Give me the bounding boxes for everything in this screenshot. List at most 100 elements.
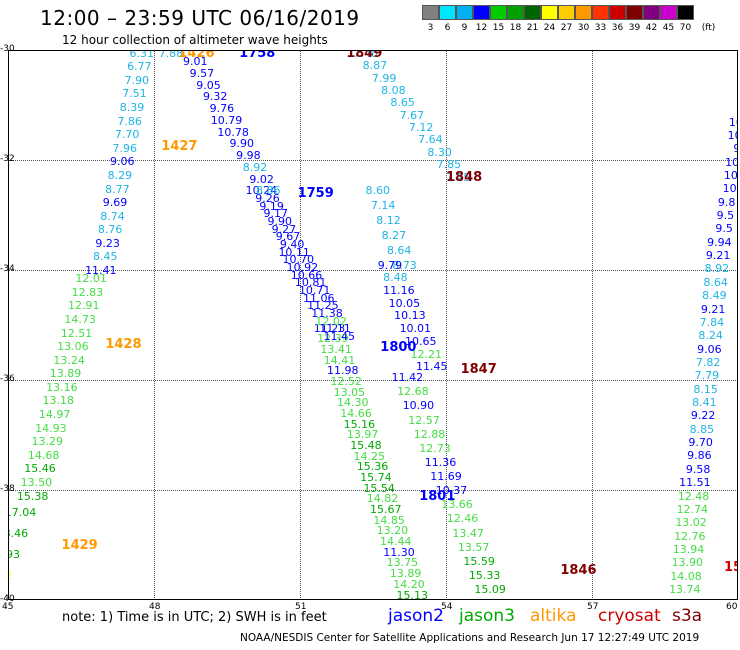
color-scale-label: 42 xyxy=(645,23,658,33)
wave-height-obs: 13.66 xyxy=(441,498,473,512)
wave-height-obs: 12.57 xyxy=(408,413,440,427)
wave-height-obs: 13.41 xyxy=(320,343,352,357)
wave-height-obs: 9.27 xyxy=(271,222,297,236)
wave-height-obs: 9.86 xyxy=(687,449,712,463)
color-swatch xyxy=(558,5,575,20)
pass-time-label: 1846 xyxy=(560,562,597,578)
wave-height-obs: 9.8 xyxy=(717,195,736,209)
wave-height-obs: 9.32 xyxy=(202,90,228,104)
longitude-tick-label: 51 xyxy=(295,602,307,612)
wave-height-obs: 18.93 xyxy=(8,548,21,562)
longitude-tick-label: 54 xyxy=(441,602,453,612)
wave-height-obs: 9.5 xyxy=(716,209,735,222)
wave-height-obs: 9.69 xyxy=(102,196,128,210)
wave-height-obs: 10 xyxy=(728,115,738,129)
wave-height-obs: 7.86 xyxy=(117,114,142,128)
wave-height-obs: 13.18 xyxy=(42,394,74,408)
wave-height-obs: 11.45 xyxy=(323,330,356,343)
legend-note: note: 1) Time is in UTC; 2) SWH is in fe… xyxy=(62,610,327,625)
pass-time-label: 1801 xyxy=(419,488,456,504)
wave-height-obs: 9.57 xyxy=(189,66,215,80)
wave-height-obs: 14.08 xyxy=(670,569,702,583)
wave-height-obs: 9.17 xyxy=(263,207,288,221)
color-scale-label: 12 xyxy=(475,23,488,33)
latitude-tick-label: -30 xyxy=(0,44,15,54)
color-swatch xyxy=(575,5,592,20)
pass-time-label: 1428 xyxy=(105,337,142,353)
pass-time-label: 15 xyxy=(724,560,738,575)
wave-height-obs: 8.48 xyxy=(383,271,408,285)
wave-height-obs: 10.13 xyxy=(394,309,426,323)
wave-height-obs: 11.11 xyxy=(319,322,351,336)
wave-height-obs: 10.01 xyxy=(399,322,432,336)
wave-height-obs: 10.92 xyxy=(286,260,319,274)
wave-height-obs: 17.04 xyxy=(8,506,37,519)
color-scale-label: (ft) xyxy=(701,23,716,33)
latitude-tick-label: -34 xyxy=(0,264,15,274)
wave-height-obs: 13.24 xyxy=(53,353,85,367)
longitude-tick-label: 48 xyxy=(149,602,161,612)
wave-height-obs: 9.06 xyxy=(110,155,135,169)
wave-height-obs: 18.46 xyxy=(8,527,29,541)
wave-height-obs: 13.57 xyxy=(457,540,490,554)
latitude-tick-label: -38 xyxy=(0,484,15,494)
color-scale-label: 36 xyxy=(611,23,624,33)
latitude-tick-label: -36 xyxy=(0,374,15,384)
pass-time-label: 1758 xyxy=(239,50,276,61)
wave-height-obs: 14.30 xyxy=(336,396,369,410)
satellite-legend-jason3: jason3 xyxy=(459,606,515,626)
wave-height-obs: 7.70 xyxy=(114,128,140,142)
wave-height-obs: 9.02 xyxy=(249,172,274,186)
wave-height-obs: 8.27 xyxy=(381,228,407,242)
wave-height-obs: 6.31 xyxy=(129,50,155,60)
wave-height-obs: 10.66 xyxy=(290,268,323,282)
pass-time-label: 1848 xyxy=(446,169,483,185)
wave-height-obs: 7.85 xyxy=(436,158,462,172)
latitude-tick-label: -40 xyxy=(0,594,15,604)
wave-height-obs: 14.20 xyxy=(393,577,425,591)
wave-height-obs: 7.67 xyxy=(399,108,425,122)
wave-height-obs: 7.79 xyxy=(694,369,720,383)
color-swatch xyxy=(422,5,439,20)
wave-height-map[interactable]: 7.48 8.87 7.99 8.08 8.65 7.67 7.12 7.64 8.30 7.85… xyxy=(8,50,738,600)
pass-time-label: 1426 xyxy=(178,50,215,61)
color-scale-label: 30 xyxy=(577,23,590,33)
color-swatch xyxy=(626,5,643,20)
wave-height-obs: 9.67 xyxy=(275,230,301,244)
wave-height-obs: 13.29 xyxy=(31,435,64,449)
wave-height-obs: 7.14 xyxy=(370,199,396,213)
wave-height-obs: 8.74 xyxy=(100,209,125,223)
wave-height-obs: 11.51 xyxy=(679,476,711,490)
wave-height-obs: 11.25 xyxy=(307,299,339,313)
wave-height-obs: 15.38 xyxy=(16,489,49,503)
wave-height-obs: 7.88 xyxy=(158,50,184,60)
wave-height-obs: 8.85 xyxy=(689,422,715,436)
wave-height-obs: 15.33 xyxy=(468,568,501,582)
wave-height-obs: 8.45 xyxy=(93,250,118,264)
wave-height-obs: 11.41 xyxy=(85,264,117,277)
wave-height-obs: 12.68 xyxy=(397,385,429,399)
color-scale-label: 45 xyxy=(662,23,675,33)
wave-height-obs: 7.48 xyxy=(353,50,378,60)
wave-height-obs: 14.44 xyxy=(379,535,412,549)
wave-height-obs: 14.41 xyxy=(323,353,356,367)
wave-height-obs: 14.82 xyxy=(366,492,399,506)
pass-time-label: 1847 xyxy=(460,362,497,377)
wave-height-obs: 13.02 xyxy=(675,516,707,530)
latitude-gridline xyxy=(8,490,738,491)
wave-height-obs: 13.50 xyxy=(20,475,53,489)
wave-height-obs: 14.93 xyxy=(35,421,67,435)
satellite-legend-s3a: s3a xyxy=(672,606,703,626)
wave-height-obs: 11.06 xyxy=(303,291,335,305)
wave-height-obs: 10.79 xyxy=(210,113,243,127)
wave-height-obs: 11.36 xyxy=(424,455,457,469)
wave-height-obs: 9.21 xyxy=(705,249,731,263)
wave-height-obs: 11.30 xyxy=(383,545,415,559)
color-scale-label: 24 xyxy=(543,23,556,33)
wave-height-obs: 13.06 xyxy=(57,340,89,354)
color-swatch xyxy=(490,5,507,20)
wave-height-obs: 12.76 xyxy=(674,529,706,543)
wave-height-obs: 9.90 xyxy=(229,137,254,151)
wave-height-obs: 13.74 xyxy=(669,583,701,596)
color-swatch xyxy=(541,5,558,20)
